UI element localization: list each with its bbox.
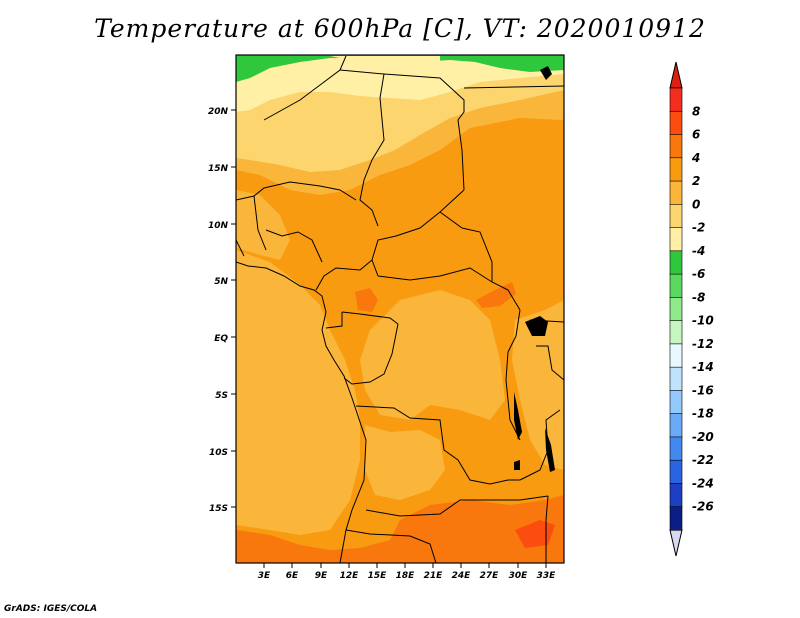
colorbar-swatch <box>669 110 683 136</box>
band-0-to-2-ocean <box>236 250 360 535</box>
lon-label: 30E <box>509 571 529 581</box>
colorbar-label: -18 <box>692 407 714 421</box>
temperature-field <box>236 55 564 563</box>
colorbar-label: -4 <box>692 244 705 258</box>
lakes <box>514 66 555 472</box>
colorbar-swatch <box>669 204 683 229</box>
colorbar-label: -2 <box>692 221 705 235</box>
colorbar-swatch <box>669 227 683 252</box>
map-title: Temperature at 600hPa [C], VT: 202001091… <box>94 14 706 43</box>
lat-label: 10S <box>209 448 228 458</box>
lon-label: 21E <box>424 571 444 581</box>
colorbar-swatch <box>669 320 683 345</box>
colorbar-swatch <box>669 436 683 461</box>
lon-label: 24E <box>452 571 472 581</box>
lon-label: 6E <box>286 571 299 581</box>
colorbar-swatch <box>669 459 683 485</box>
lat-label: 20N <box>208 107 229 117</box>
colorbar-swatch <box>669 180 683 205</box>
colorbar-label: 4 <box>691 151 700 165</box>
colorbar-swatch <box>669 250 683 275</box>
colorbar-swatch <box>669 273 683 298</box>
colorbar-swatch <box>669 483 683 508</box>
country-borders <box>236 55 564 563</box>
colorbar-label: -26 <box>692 500 714 514</box>
colorbar-swatch <box>669 413 683 438</box>
colorbar-label: -20 <box>692 430 714 444</box>
colorbar: 8 6 4 2 0 -2 -4 -6 -8 -10 -12 -14 -16 -18 -20 -22 -24 -26 <box>669 61 714 557</box>
lat-label: 5S <box>215 391 228 401</box>
lat-label: EQ <box>214 334 228 344</box>
colorbar-swatch <box>669 134 683 159</box>
latitude-axis: 20N 15N 10N 5N EQ 5S 10S 15S <box>208 107 236 514</box>
lon-label: 33E <box>537 571 557 581</box>
colorbar-top-arrow <box>669 61 683 89</box>
colorbar-label: -12 <box>692 337 714 351</box>
colorbar-label: -8 <box>692 290 705 304</box>
lon-label: 15E <box>368 571 388 581</box>
band-minus4-to-minus2 <box>236 55 564 112</box>
lat-label: 5N <box>214 277 228 287</box>
grads-credit: GrADS: IGES/COLA <box>4 604 98 614</box>
longitude-axis: 3E 6E 9E 12E 15E 18E 21E 24E 27E 30E 33E <box>258 563 556 581</box>
lon-label: 27E <box>480 571 500 581</box>
colorbar-label: -10 <box>692 314 714 328</box>
colorbar-label: -14 <box>692 360 714 374</box>
colorbar-label: 0 <box>692 197 700 211</box>
colorbar-swatch <box>669 366 683 392</box>
colorbar-swatch <box>669 506 683 531</box>
band-4-to-6-south <box>236 495 564 563</box>
colorbar-swatch <box>669 297 683 322</box>
colorbar-label: -6 <box>692 267 705 281</box>
lon-label: 18E <box>396 571 416 581</box>
colorbar-label: 2 <box>692 174 700 188</box>
colorbar-bottom-arrow <box>669 529 683 557</box>
lon-label: 3E <box>258 571 271 581</box>
lat-label: 15S <box>209 504 228 514</box>
colorbar-swatch <box>669 343 683 368</box>
colorbar-swatch <box>669 390 683 415</box>
map-frame <box>235 54 565 564</box>
colorbar-label: -22 <box>692 453 714 467</box>
colorbar-swatch <box>669 87 683 112</box>
colorbar-label: -24 <box>692 476 714 490</box>
colorbar-label: -16 <box>692 383 714 397</box>
lat-label: 15N <box>208 164 229 174</box>
lon-label: 12E <box>340 571 360 581</box>
lat-label: 10N <box>208 221 229 231</box>
colorbar-label: 8 <box>692 104 700 118</box>
lon-label: 9E <box>315 571 328 581</box>
colorbar-label: 6 <box>692 128 700 142</box>
band-minus6-to-minus4 <box>236 55 564 82</box>
colorbar-swatch <box>669 157 683 182</box>
